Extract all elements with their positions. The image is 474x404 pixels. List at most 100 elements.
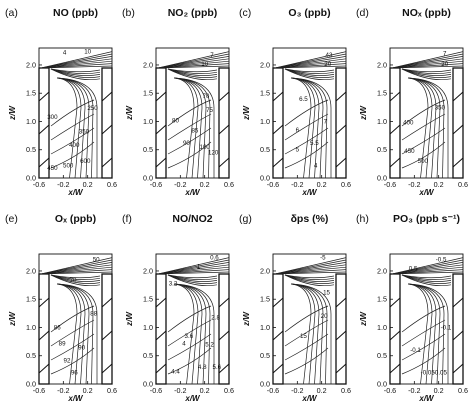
contour-line xyxy=(274,56,347,69)
y-tick-label: 0.5 xyxy=(26,145,36,154)
building-hatch xyxy=(272,297,284,308)
contour-lines xyxy=(391,51,464,179)
contour-line xyxy=(167,274,218,279)
y-tick-label: 0.0 xyxy=(143,380,153,389)
panel-letter: (b) xyxy=(122,7,135,19)
x-axis-label: x/W xyxy=(67,188,84,197)
contour-label: 10 xyxy=(201,61,208,68)
contour-line xyxy=(40,259,113,275)
contour-line xyxy=(284,68,335,76)
y-tick-label: 1.0 xyxy=(377,323,387,332)
y-axis-label: z/W xyxy=(8,105,17,121)
building-left xyxy=(272,273,284,385)
building-right xyxy=(218,67,230,179)
panel-letter: (a) xyxy=(5,7,18,19)
y-tick-label: 2.0 xyxy=(260,266,270,275)
contour-label: 4.4 xyxy=(171,369,180,376)
contour-line xyxy=(290,77,316,179)
contour-label: 350 xyxy=(435,104,446,111)
contour-line xyxy=(157,257,230,275)
building-hatch xyxy=(452,124,464,135)
building-hatch xyxy=(335,297,347,308)
contour-lines xyxy=(157,51,230,179)
y-tick-label: 0.0 xyxy=(26,380,36,389)
contour-label: 4 xyxy=(63,50,67,57)
contour-label: 92 xyxy=(64,357,71,364)
x-tick-label: 0.6 xyxy=(341,180,351,189)
y-tick-label: 0.0 xyxy=(260,380,270,389)
building-hatch xyxy=(389,157,401,168)
contour-label: 5.2 xyxy=(205,341,214,348)
contour-line xyxy=(401,99,446,127)
contour-line xyxy=(157,262,230,275)
contour-line xyxy=(40,63,113,69)
x-tick-label: -0.6 xyxy=(33,180,45,189)
building-hatch xyxy=(218,91,230,102)
panel-title: NO (ppb) xyxy=(53,7,98,19)
x-tick-label: -0.6 xyxy=(267,386,279,395)
contour-label: 3.6 xyxy=(185,333,194,340)
y-tick-label: 2.0 xyxy=(26,60,36,69)
building-hatch xyxy=(155,157,167,168)
contour-label: 86 xyxy=(54,324,61,331)
building-hatch xyxy=(155,297,167,308)
contour-line xyxy=(50,274,101,279)
contour-label: 2.8 xyxy=(211,314,220,321)
panel-g: (g) δps (%) -5 15 20 15 -0.6 -0.2 0.2 0.6 0.0 0.5 1.… xyxy=(239,213,351,403)
contour-line xyxy=(50,113,95,141)
building-left xyxy=(272,67,284,179)
contour-line xyxy=(40,53,113,69)
contour-label: 120 xyxy=(208,150,219,157)
contour-line xyxy=(167,274,218,284)
building-right xyxy=(335,67,347,179)
contour-line xyxy=(157,58,230,69)
contour-line xyxy=(157,259,230,275)
contour-line xyxy=(167,99,212,127)
contour-line xyxy=(274,269,347,275)
y-axis-label: z/W xyxy=(359,311,368,327)
contour-line xyxy=(284,68,335,81)
y-tick-label: 2.0 xyxy=(143,60,153,69)
y-tick-label: 2.0 xyxy=(143,266,153,275)
x-tick-label: 0.6 xyxy=(107,180,117,189)
contour-line xyxy=(167,274,218,280)
building-hatch xyxy=(272,363,284,374)
x-tick-label: -0.6 xyxy=(384,180,396,189)
x-tick-label: -0.2 xyxy=(57,180,69,189)
y-tick-label: 1.0 xyxy=(143,117,153,126)
building-hatch xyxy=(38,330,50,341)
contour-line xyxy=(40,269,113,275)
contour-label: 85 xyxy=(191,128,198,135)
contour-label: -0.05 xyxy=(421,370,436,377)
y-tick-label: 1.0 xyxy=(143,323,153,332)
y-tick-label: 1.5 xyxy=(260,89,270,98)
contour-line xyxy=(284,68,335,74)
contour-line xyxy=(284,319,329,347)
contour-label: 450 xyxy=(404,148,415,155)
x-tick-label: -0.6 xyxy=(33,386,45,395)
building-hatch xyxy=(101,124,113,135)
x-axis-label: x/W xyxy=(67,394,84,403)
y-tick-label: 1.0 xyxy=(26,117,36,126)
y-tick-label: 1.0 xyxy=(260,117,270,126)
x-tick-label: 0.2 xyxy=(317,180,327,189)
y-tick-label: 2.0 xyxy=(377,60,387,69)
contour-line xyxy=(284,274,335,280)
y-tick-label: 1.5 xyxy=(143,89,153,98)
x-tick-label: 0.6 xyxy=(224,386,234,395)
contour-line xyxy=(274,63,347,69)
y-tick-label: 2.0 xyxy=(260,60,270,69)
contour-line xyxy=(284,333,329,361)
contour-line xyxy=(284,274,335,279)
x-tick-label: 0.2 xyxy=(83,180,93,189)
panel-letter: (g) xyxy=(239,213,252,225)
x-tick-label: -0.6 xyxy=(150,386,162,395)
contour-line xyxy=(391,56,464,69)
contour-label: 500 xyxy=(63,163,74,170)
contour-label: 70 xyxy=(70,277,77,284)
contour-label: -0.5 xyxy=(436,257,447,264)
y-tick-label: 1.5 xyxy=(143,295,153,304)
contour-line xyxy=(167,333,212,361)
contour-line xyxy=(50,68,101,74)
building-left xyxy=(389,67,401,179)
